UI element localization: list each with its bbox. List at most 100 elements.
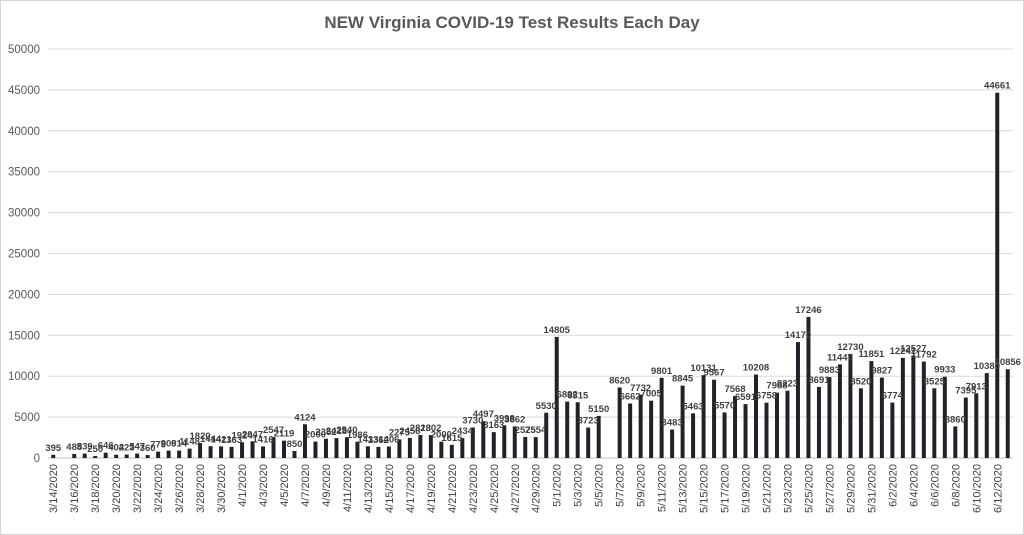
x-tick-label: 4/15/2020	[384, 464, 396, 513]
bars	[51, 92, 1010, 458]
bar	[523, 436, 528, 458]
bar	[82, 453, 87, 458]
bar	[386, 446, 391, 458]
bar	[187, 448, 192, 458]
data-label: 1362	[368, 435, 389, 446]
x-tick-label: 4/17/2020	[405, 464, 417, 513]
bar	[481, 421, 486, 458]
data-label: 9801	[651, 366, 673, 377]
data-label: 2047	[242, 429, 263, 440]
bar	[575, 402, 580, 458]
x-tick-label: 5/29/2020	[845, 464, 857, 513]
bar	[103, 452, 108, 458]
bar	[323, 438, 328, 458]
data-label: 1924	[231, 430, 253, 441]
x-tick-label: 4/27/2020	[510, 464, 522, 513]
data-label: 7005	[641, 389, 663, 400]
data-label: 1416	[252, 434, 273, 445]
data-label: 10856	[995, 357, 1021, 368]
data-label: 8845	[672, 374, 694, 385]
x-tick-label: 3/24/2020	[153, 464, 165, 513]
data-label: 250	[87, 444, 103, 455]
data-label: 6591	[735, 392, 757, 403]
x-tick-label: 6/12/2020	[992, 464, 1004, 513]
y-tick-label: 50000	[8, 44, 40, 56]
x-tick-label: 4/23/2020	[468, 464, 480, 513]
bar	[554, 336, 559, 458]
bar	[764, 402, 769, 458]
data-label: 539	[77, 442, 93, 453]
bar	[313, 441, 318, 458]
bar	[355, 441, 360, 458]
x-tick-label: 6/10/2020	[971, 464, 983, 513]
bar	[743, 404, 748, 458]
x-tick-label: 5/31/2020	[866, 464, 878, 513]
bar	[953, 426, 958, 458]
data-label: 10131	[690, 363, 717, 374]
bar	[407, 437, 412, 458]
data-label: 4124	[294, 412, 316, 423]
data-label: 6892	[557, 390, 578, 401]
data-label: 2547	[263, 425, 284, 436]
bar	[754, 374, 759, 458]
data-label: 1421	[211, 434, 233, 445]
x-tick-label: 4/5/2020	[279, 464, 291, 507]
data-label: 2554	[525, 425, 547, 436]
data-label: 12730	[837, 342, 863, 353]
bar	[628, 403, 633, 458]
bar	[502, 425, 507, 458]
x-tick-label: 4/29/2020	[531, 464, 543, 513]
x-tick-label: 5/5/2020	[594, 464, 606, 507]
bar	[418, 434, 423, 458]
data-label: 3730	[462, 415, 483, 426]
data-label: 5570	[714, 400, 735, 411]
bar	[208, 446, 213, 458]
data-label: 1986	[347, 430, 368, 441]
data-label: 6774	[882, 391, 904, 402]
data-label: 646	[98, 441, 114, 452]
bar	[491, 432, 496, 458]
bar	[240, 442, 245, 458]
bar	[932, 388, 937, 458]
bar	[848, 353, 853, 458]
bar	[638, 394, 643, 458]
chart-title: NEW Virginia COVID-19 Test Results Each …	[324, 13, 700, 32]
data-label: 1433	[357, 434, 378, 445]
bar	[250, 441, 255, 458]
bar	[544, 412, 549, 458]
bar	[344, 437, 349, 458]
x-tick-label: 5/3/2020	[573, 464, 585, 507]
bar	[858, 388, 863, 458]
y-tick-label: 0	[34, 453, 40, 465]
x-axis-ticks: 3/14/2020 3/16/2020 3/18/2020 3/20/2020 3/22…	[48, 464, 1004, 513]
bar	[177, 450, 182, 458]
bar	[533, 437, 538, 458]
data-label: 10208	[743, 362, 769, 373]
data-label: 547	[129, 442, 145, 453]
data-label: 4497	[473, 409, 494, 420]
data-label: 906	[161, 439, 177, 450]
bar	[512, 426, 517, 458]
x-tick-label: 3/22/2020	[132, 464, 144, 513]
x-tick-label: 5/13/2020	[678, 464, 690, 513]
data-label: 12241	[890, 346, 917, 357]
y-tick-label: 45000	[8, 85, 40, 97]
bar	[261, 446, 266, 458]
data-label: 9933	[934, 365, 955, 376]
data-label: 7732	[630, 383, 651, 394]
data-label: 8620	[609, 375, 630, 386]
bar	[659, 377, 664, 458]
bar	[334, 438, 339, 458]
bar	[879, 377, 884, 458]
y-tick-label: 35000	[8, 167, 40, 179]
data-label: 5530	[536, 401, 557, 412]
bar	[680, 385, 685, 458]
data-label: 8520	[850, 376, 871, 387]
data-label: 2434	[452, 426, 474, 437]
y-tick-label: 40000	[8, 126, 40, 138]
data-label: 360	[140, 443, 156, 454]
bar	[806, 316, 811, 458]
bar	[72, 454, 77, 458]
bar	[995, 92, 1000, 458]
